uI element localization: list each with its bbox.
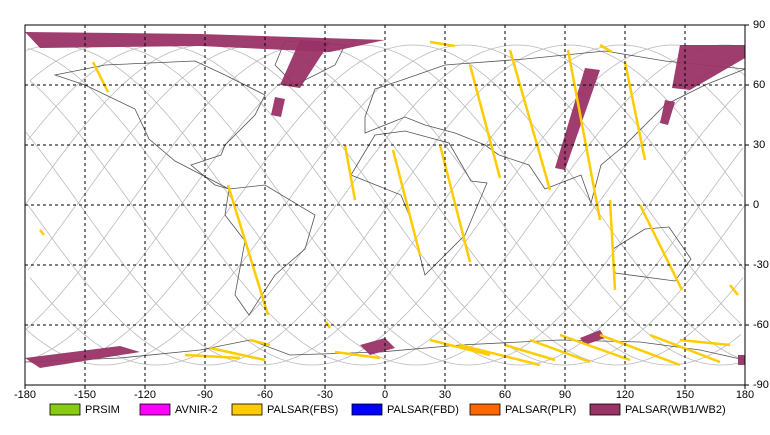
swath [360, 338, 395, 355]
swath [39, 40, 739, 367]
swath [660, 100, 675, 125]
orbit-track [25, 44, 742, 366]
legend-swatch [49, 403, 81, 416]
north-america [53, 60, 266, 190]
swath [672, 45, 745, 90]
orbit-track [29, 44, 746, 366]
y-tick-label: -30 [753, 259, 769, 271]
x-tick-label: 180 [736, 389, 754, 401]
x-tick-label: -90 [197, 389, 213, 401]
y-tick-label: 60 [753, 79, 765, 91]
x-tick-label: 120 [616, 389, 634, 401]
y-tick-label: 90 [753, 19, 765, 31]
africa [350, 130, 488, 276]
legend-label: PALSAR(WB1/WB2) [625, 404, 726, 416]
x-tick-label: 30 [439, 389, 451, 401]
legend-label: PALSAR(PLR) [505, 404, 576, 416]
legend-label: PALSAR(FBS) [267, 404, 338, 416]
legend-swatch [469, 403, 501, 416]
y-tick-label: 30 [753, 139, 765, 151]
swath [25, 32, 385, 52]
legend-swatch [351, 403, 383, 416]
swaths [25, 32, 745, 368]
x-tick-label: -150 [74, 389, 96, 401]
x-tick-label: -120 [134, 389, 156, 401]
swath [580, 330, 605, 345]
x-tick-label: -180 [14, 389, 36, 401]
legend-label: PRSIM [85, 404, 120, 416]
eurasia [364, 50, 746, 205]
x-tick-label: -60 [257, 389, 273, 401]
y-tick-label: -60 [753, 319, 769, 331]
legend-label: PALSAR(FBD) [387, 404, 459, 416]
legend-label: AVNIR-2 [175, 404, 218, 416]
x-tick-label: 0 [382, 389, 388, 401]
legend-swatch [231, 403, 263, 416]
swath [25, 346, 140, 368]
orbit-track [27, 44, 744, 366]
swath [738, 355, 745, 365]
x-tick-label: 150 [676, 389, 694, 401]
x-tick-label: 90 [559, 389, 571, 401]
swath [280, 40, 330, 88]
legend-swatch [139, 403, 171, 416]
y-tick-label: 0 [753, 199, 759, 211]
x-tick-label: -30 [317, 389, 333, 401]
swath [271, 97, 285, 117]
orbit-track [29, 44, 746, 366]
y-tick-label: -90 [753, 379, 769, 391]
legend-swatch [589, 403, 621, 416]
x-tick-label: 60 [499, 389, 511, 401]
